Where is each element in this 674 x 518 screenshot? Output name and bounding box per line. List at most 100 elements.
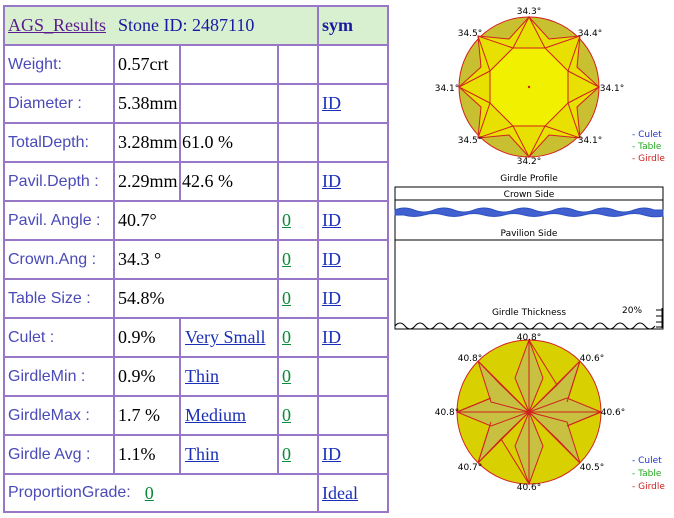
table-row: Weight: 0.57crt (5, 44, 387, 83)
header-row: AGS_Results Stone ID: 2487110 sym (5, 7, 387, 44)
row-value: 1.1% (118, 444, 156, 464)
facet-line (477, 35, 514, 72)
row-value: 40.7° (118, 210, 157, 230)
facet-line (556, 438, 581, 464)
table-cell (181, 85, 279, 122)
table-cell: Crown.Ang : (5, 241, 115, 278)
table-cell (319, 358, 387, 395)
table-cell: Very Small (181, 319, 279, 356)
table-row: Table Size : 54.8% 0 ID (5, 278, 387, 317)
pavilion-angle-right: 40.6° (601, 408, 626, 418)
id-link[interactable]: ID (322, 171, 341, 191)
zero-link[interactable]: 0 (282, 210, 291, 230)
table-cell: TotalDepth: (5, 124, 115, 161)
ideal-link[interactable]: Ideal (322, 482, 358, 503)
table-cell: 0.9% (115, 358, 181, 395)
pavilion-legend-girdle: - Girdle (632, 482, 665, 492)
id-link[interactable]: ID (322, 288, 341, 308)
facet-line (477, 421, 492, 464)
crown-angle-bl: 34.5° (458, 136, 483, 146)
id-link[interactable]: ID (322, 93, 341, 113)
table-cell: 0 (279, 358, 319, 395)
table-cell: 0 (279, 241, 319, 278)
pavilion-angle-top: 40.8° (517, 333, 542, 343)
zero-link[interactable]: 0 (282, 288, 291, 308)
zero-link[interactable]: 0 (282, 444, 291, 464)
row-label: Table Size : (8, 289, 91, 307)
row-label: Pavil. Angle : (8, 211, 101, 229)
table-cell: Medium (181, 397, 279, 434)
id-link[interactable]: ID (322, 249, 341, 269)
facet-line (477, 411, 530, 464)
table-row: GirdleMin : 0.9% Thin 0 (5, 356, 387, 395)
row-label: Pavil.Depth : (8, 172, 99, 190)
grade-link[interactable]: Thin (185, 444, 219, 464)
crown-angle-br: 34.1° (578, 136, 603, 146)
table-cell: ID (319, 319, 387, 356)
crown-diagram: 34.3° 34.5° 34.4° 34.1° 34.1° 34.5° 34.1… (435, 7, 666, 184)
zero-link[interactable]: 0 (282, 249, 291, 269)
legend-table: - Table (632, 142, 662, 152)
pavilion-angle-br: 40.5° (580, 463, 605, 473)
facet-line (567, 70, 601, 104)
facet-line (566, 411, 602, 427)
table-row: Girdle Avg : 1.1% Thin 0 ID (5, 434, 387, 473)
row-label: GirdleMax : (8, 406, 90, 424)
table-cell: GirdleMax : (5, 397, 115, 434)
table-cell: ID (319, 280, 387, 317)
table-cell: Table Size : (5, 280, 115, 317)
table-cell: ID (319, 436, 387, 473)
zero-link[interactable]: 0 (282, 327, 291, 347)
zero-link[interactable]: 0 (282, 366, 291, 386)
table-cell: Thin (181, 358, 279, 395)
girdle-thickness-label: Girdle Thickness (492, 308, 566, 318)
grade-link[interactable]: Very Small (185, 327, 266, 347)
pavilion-legend-culet: - Culet (632, 456, 662, 466)
table-cell: Ideal (319, 475, 387, 511)
sym-cell: sym (319, 7, 387, 44)
table-cell: 0.9% (115, 319, 181, 356)
crown-angle-left: 34.1° (435, 84, 460, 94)
table-cell: Thin (181, 436, 279, 473)
table-cell (319, 46, 387, 83)
grade-link[interactable]: Medium (185, 405, 246, 425)
facet-line (456, 397, 492, 413)
row-value: 34.3 ° (118, 249, 162, 269)
grade-link[interactable]: Thin (185, 366, 219, 386)
table-row: Pavil.Depth : 2.29mm 42.6 % ID (5, 161, 387, 200)
facet-line (528, 360, 581, 413)
table-cell: ID (319, 202, 387, 239)
row-label: TotalDepth: (8, 133, 89, 151)
proportion-zero-link[interactable]: 0 (144, 482, 154, 503)
row-value: 0.57crt (118, 54, 169, 74)
table-cell: 2.29mm (115, 163, 181, 200)
facet-line (512, 125, 546, 159)
id-link[interactable]: ID (322, 210, 341, 230)
row-label: Crown.Ang : (8, 250, 97, 268)
table-cell: 0.57crt (115, 46, 181, 83)
stone-id: Stone ID: 2487110 (118, 15, 255, 35)
table-cell: 54.8% (115, 280, 279, 317)
facet-line (477, 360, 502, 386)
pavilion-diagram: 40.8° 40.8° 40.6° 40.8° 40.6° 40.7° 40.5… (435, 333, 666, 493)
legend-girdle: - Girdle (632, 154, 665, 164)
row-label: Girdle Avg : (8, 445, 91, 463)
sym-label: sym (322, 15, 353, 35)
crown-side-label: Crown Side (504, 190, 555, 200)
table-cell (319, 124, 387, 161)
table-cell: 34.3 ° (115, 241, 279, 278)
id-link[interactable]: ID (322, 327, 341, 347)
table-cell: 0 (279, 202, 319, 239)
pavilion-side-label: Pavilion Side (501, 229, 558, 239)
pavilion-angle-bottom: 40.6° (517, 483, 542, 493)
proportion-label: ProportionGrade: (8, 484, 131, 501)
id-link[interactable]: ID (322, 444, 341, 464)
row-value: 0.9% (118, 366, 156, 386)
row-label: Culet : (8, 328, 55, 346)
crown-culet-dot (527, 85, 531, 89)
row-value: 5.38mm (118, 93, 178, 113)
ags-results-link[interactable]: AGS_Results (8, 15, 107, 35)
table-cell: ID (319, 241, 387, 278)
zero-link[interactable]: 0 (282, 405, 291, 425)
table-cell: 61.0 % (181, 124, 279, 161)
